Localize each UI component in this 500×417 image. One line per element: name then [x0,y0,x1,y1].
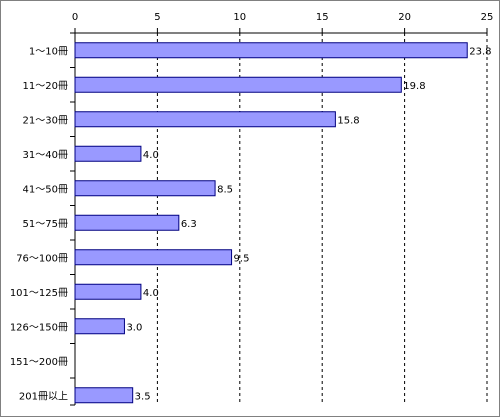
category-label: 11～20冊 [23,81,68,92]
value-label: 3.0 [126,322,142,333]
category-label: 76～100冊 [16,253,68,264]
category-label: 201冊以上 [19,390,68,402]
value-label: 8.5 [217,184,233,195]
bar [74,283,142,300]
category-label: 21～30冊 [23,115,68,126]
bar [74,214,180,231]
category-label: 126～150冊 [10,322,68,333]
category-label: 31～40冊 [23,150,68,161]
x-tick-label: 15 [316,12,329,23]
value-label: 15.8 [337,115,359,126]
value-label: 6.3 [181,219,197,230]
x-tick-label: 0 [72,12,78,23]
bars [74,42,468,404]
bar [74,42,468,59]
category-label: 1～10冊 [29,46,68,57]
bar [74,387,134,404]
value-label: 19.8 [403,81,425,92]
bar [74,318,125,335]
category-label: 151～200冊 [10,357,68,368]
x-tick-label: 10 [233,12,246,23]
category-label: 41～50冊 [23,184,68,195]
x-tick-label: 25 [481,12,494,23]
bar [74,145,142,162]
category-label: 101～125冊 [10,288,68,299]
bar [74,111,336,128]
value-label: 4.0 [143,288,159,299]
value-label: 23.8 [469,46,491,57]
bar [74,76,402,93]
category-label: 51～75冊 [23,219,68,230]
bar [74,180,216,197]
value-label: 4.0 [143,150,159,161]
x-tick-label: 20 [398,12,411,23]
value-label: 3.5 [135,391,151,402]
bar [74,249,233,266]
value-label: 9.5 [234,253,250,264]
x-tick-label: 5 [154,12,160,23]
labels: 0 5 10 15 20 25 1～10冊 23.8 11～20冊 19.8 21～30冊 15.8 3… [10,12,494,402]
